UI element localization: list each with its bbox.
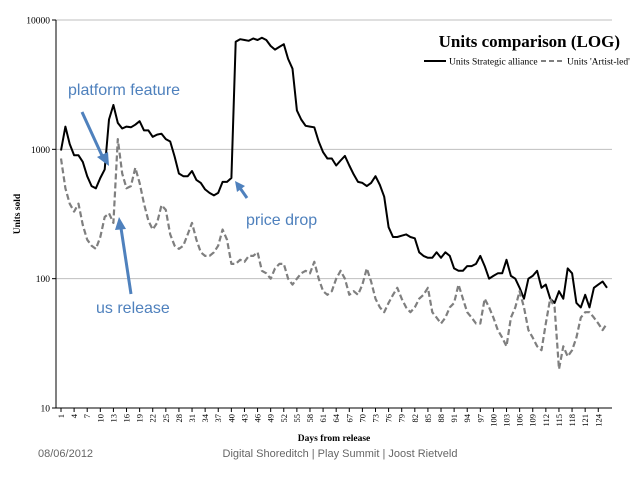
x-tick-label: 73 (370, 414, 380, 423)
x-tick-label: 109 (528, 414, 538, 427)
y-tick-label: 10 (41, 405, 51, 415)
x-tick-label: 40 (226, 414, 236, 423)
legend-label-strategic: Units Strategic alliance (449, 58, 538, 68)
arrowhead-us-release (115, 217, 126, 230)
series-line-artist-led (59, 138, 608, 371)
x-tick-label: 13 (108, 414, 118, 423)
x-tick-label: 1 (56, 414, 66, 418)
x-tick-label: 112 (541, 414, 551, 426)
legend-label-artist-led: Units 'Artist-led' (567, 58, 630, 68)
annotation-price-drop: price drop (246, 212, 317, 229)
x-tick-label: 64 (331, 413, 341, 422)
x-tick-label: 31 (187, 414, 197, 423)
footer-credits: Digital Shoreditch | Play Summit | Joost… (222, 448, 458, 460)
arrow-us-release (119, 227, 133, 295)
x-tick-label: 67 (344, 414, 354, 423)
arrow-platform-feature (80, 111, 106, 161)
x-tick-label: 19 (135, 414, 145, 423)
series-lines (59, 36, 608, 371)
x-tick-labels: 1 4 7 10 13 16 19 22 25 28 31 34 37 40 43 46 49 52 55 58 61 6… (56, 408, 603, 427)
footer-date: 08/06/2012 (38, 448, 94, 460)
annotation-platform-feature: platform feature (68, 82, 180, 99)
x-tick-label: 100 (488, 414, 498, 427)
arrowhead-platform-feature (97, 152, 109, 166)
x-tick-label: 79 (397, 414, 407, 423)
x-tick-label: 46 (253, 414, 263, 423)
annotation-us-release: us release (96, 300, 170, 317)
x-tick-label: 37 (213, 414, 223, 423)
x-tick-label: 43 (239, 414, 249, 423)
x-tick-label: 16 (122, 414, 132, 423)
x-tick-label: 22 (148, 414, 158, 423)
x-tick-label: 82 (410, 414, 420, 423)
x-tick-label: 124 (593, 413, 603, 427)
x-tick-label: 28 (174, 414, 184, 423)
x-tick-label: 70 (357, 414, 367, 423)
x-tick-label: 94 (462, 413, 472, 422)
x-tick-label: 4 (69, 413, 79, 418)
x-tick-label: 7 (82, 414, 92, 418)
x-axis-label: Days from release (298, 434, 370, 444)
x-tick-label: 103 (502, 414, 512, 427)
y-axis-label: Units sold (13, 193, 23, 234)
axes (55, 20, 612, 409)
x-tick-label: 85 (423, 414, 433, 423)
y-tick-label: 1000 (31, 146, 50, 156)
x-tick-label: 49 (266, 414, 276, 423)
legend: Units Strategic alliance Units 'Artist-l… (424, 58, 630, 68)
x-tick-label: 34 (200, 413, 210, 422)
y-tick-label: 10000 (26, 17, 50, 27)
chart-title: Units comparison (LOG) (439, 32, 620, 51)
x-tick-label: 121 (580, 414, 590, 427)
y-tick-labels: 10 100 1000 10000 (26, 17, 56, 415)
annotations: platform feature price drop us release (68, 82, 317, 317)
x-tick-label: 91 (449, 414, 459, 423)
arrow-price-drop (238, 187, 249, 199)
arrowhead-price-drop (235, 181, 245, 192)
x-tick-label: 58 (305, 414, 315, 423)
x-tick-label: 118 (567, 414, 577, 426)
x-tick-label: 88 (436, 414, 446, 423)
x-tick-label: 52 (279, 414, 289, 423)
x-tick-label: 55 (292, 414, 302, 423)
x-tick-label: 61 (318, 414, 328, 423)
gridlines (56, 19, 612, 280)
series-line-strategic-alliance (60, 36, 608, 309)
x-tick-label: 115 (554, 414, 564, 426)
y-tick-label: 100 (36, 275, 51, 285)
x-tick-label: 10 (95, 414, 105, 423)
x-tick-label: 97 (475, 414, 485, 423)
x-tick-label: 106 (515, 414, 525, 427)
x-tick-label: 76 (384, 414, 394, 423)
x-tick-label: 25 (161, 414, 171, 423)
